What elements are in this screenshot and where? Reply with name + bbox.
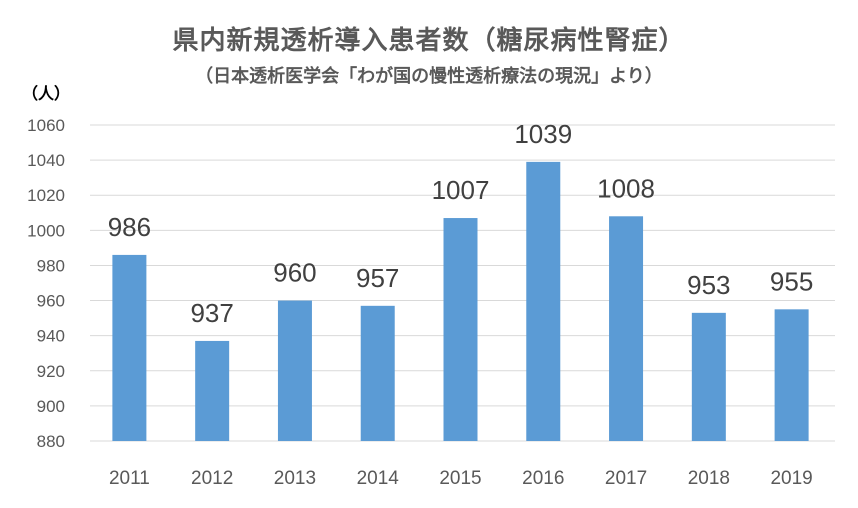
data-label: 1008	[597, 173, 655, 203]
x-tick-label: 2013	[274, 468, 316, 489]
data-label: 957	[356, 263, 399, 293]
bar	[609, 216, 644, 441]
data-label: 1007	[432, 175, 490, 205]
bar	[112, 254, 147, 441]
x-tick-label: 2016	[522, 468, 564, 489]
bar	[277, 300, 312, 441]
y-tick-label: 1020	[27, 186, 65, 205]
y-axis-unit-label: （人）	[22, 84, 71, 103]
y-tick-label: 900	[37, 397, 65, 416]
chart-subtitle: （日本透析医学会「わが国の慢性透析療法の現況」より）	[195, 66, 663, 87]
x-tick-label: 2015	[439, 468, 481, 489]
y-tick-label: 940	[37, 327, 65, 346]
x-tick-label: 2011	[109, 468, 150, 489]
x-tick-label: 2012	[191, 468, 233, 489]
y-tick-label: 880	[37, 432, 65, 451]
bar	[443, 218, 478, 441]
y-tick-label: 960	[37, 292, 65, 311]
bar	[691, 312, 726, 441]
bar	[360, 305, 395, 441]
bar	[526, 161, 561, 441]
y-tick-label: 980	[37, 256, 65, 275]
x-tick-label: 2017	[605, 468, 647, 489]
data-label: 953	[687, 270, 730, 300]
y-tick-label: 1000	[27, 221, 65, 240]
data-label: 937	[190, 298, 233, 328]
data-label: 986	[108, 212, 151, 242]
y-tick-label: 1060	[27, 116, 65, 135]
y-tick-label: 1040	[27, 151, 65, 170]
data-label: 955	[770, 266, 813, 296]
chart-title: 県内新規透析導入患者数（糖尿病性腎症）	[172, 26, 686, 56]
x-tick-label: 2019	[770, 468, 812, 489]
y-tick-label: 920	[37, 362, 65, 381]
bar	[195, 340, 230, 441]
data-label: 960	[273, 258, 316, 288]
data-label: 1039	[514, 119, 572, 149]
x-tick-label: 2018	[688, 468, 730, 489]
x-tick-label: 2014	[357, 468, 400, 489]
bar	[774, 309, 809, 441]
